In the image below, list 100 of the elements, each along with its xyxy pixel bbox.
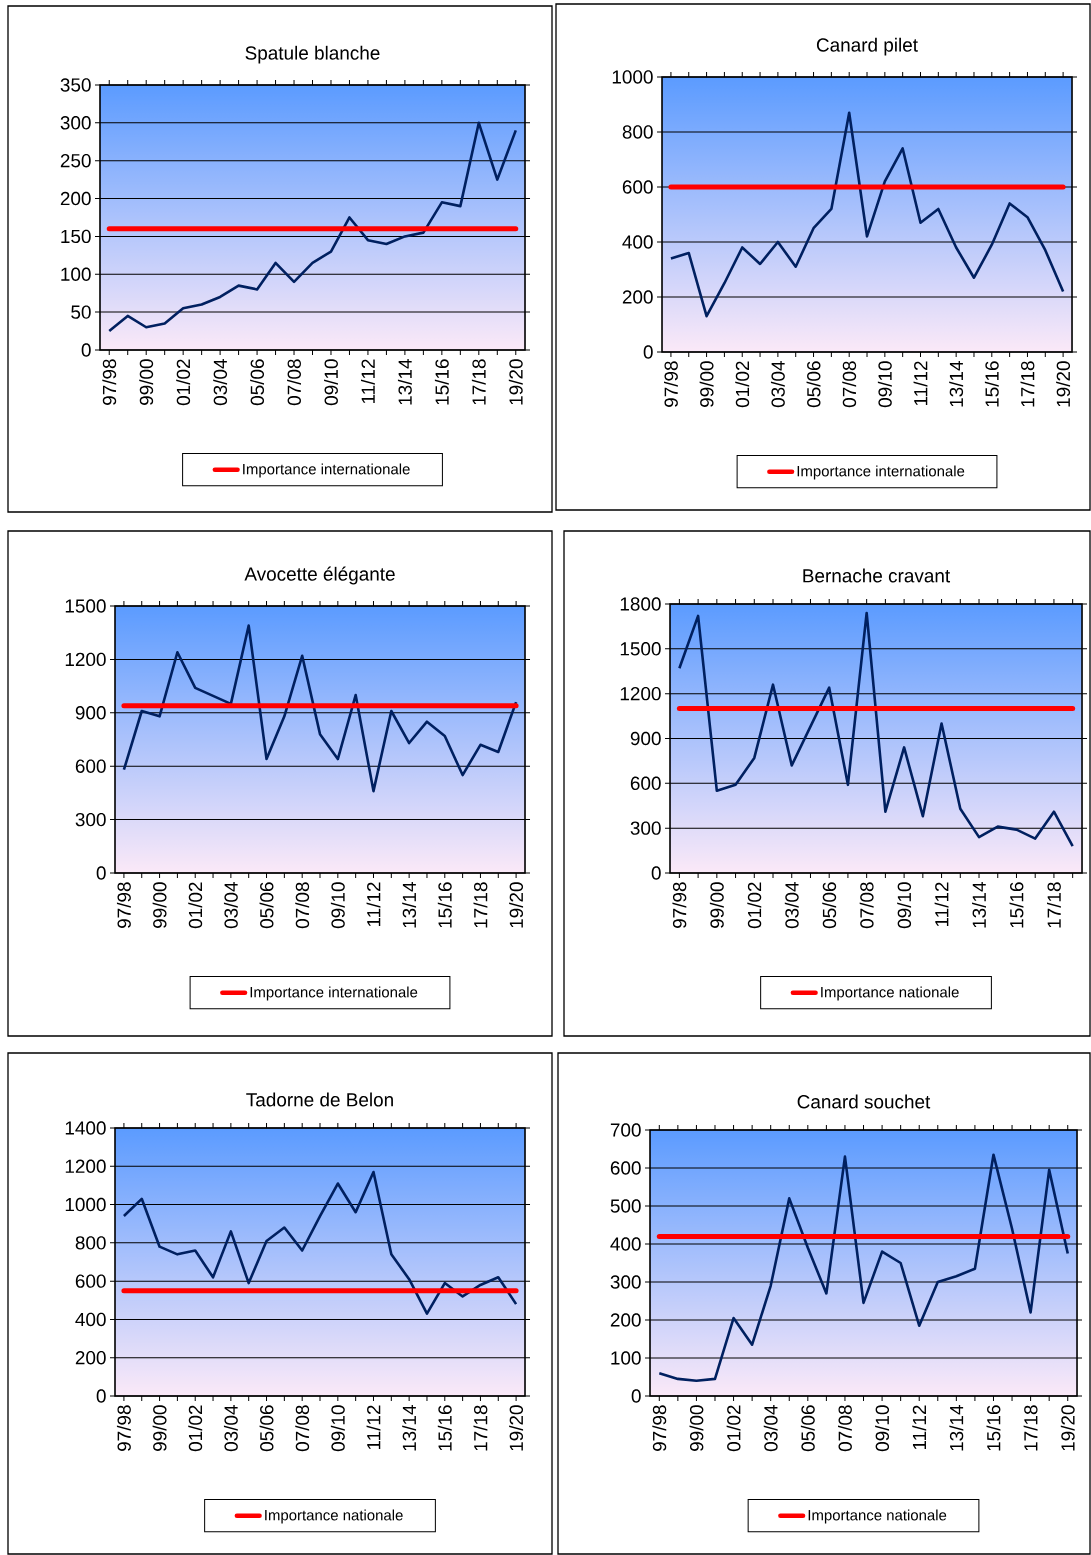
line-series xyxy=(107,121,518,333)
x-tick-label: 13/14 xyxy=(949,361,964,407)
x-tick-label: 07/08 xyxy=(295,882,310,929)
y-tick-label: 0 xyxy=(96,866,106,880)
y-tick-label: 500 xyxy=(610,1199,641,1213)
x-tick-label: 17/18 xyxy=(1023,1405,1038,1451)
y-tick-label: 700 xyxy=(610,1123,641,1137)
x-tick-label: 19/20 xyxy=(508,359,523,405)
x-tick-label: 01/02 xyxy=(188,1405,203,1452)
x-tick-label: 09/10 xyxy=(324,359,338,406)
x-tick-label: 09/10 xyxy=(330,1405,345,1452)
chart-title: Spatule blanche xyxy=(245,45,380,64)
y-tick-label: 800 xyxy=(622,125,653,139)
x-tick-label: 17/18 xyxy=(473,882,488,928)
y-tick-label: 300 xyxy=(610,1275,641,1289)
x-tick-label: 05/06 xyxy=(806,361,821,408)
x-tick-label: 01/02 xyxy=(188,882,203,929)
y-tick-label: 1500 xyxy=(620,642,661,656)
x-tick-label: 15/16 xyxy=(434,359,449,405)
x-tick-label: 97/98 xyxy=(652,1405,667,1451)
line-series xyxy=(122,1170,518,1315)
x-tick-label: 19/20 xyxy=(1056,361,1071,407)
x-tick-label: 99/00 xyxy=(689,1405,704,1451)
chart-title: Bernache cravant xyxy=(803,568,951,583)
line-series xyxy=(122,624,518,793)
y-tick-label: 200 xyxy=(622,290,653,304)
chart-title: Avocette élégante xyxy=(244,566,395,585)
x-tick-label: 03/04 xyxy=(763,1405,778,1452)
x-tick-label: 15/16 xyxy=(437,1405,452,1451)
x-tick-label: 17/18 xyxy=(1046,882,1061,928)
x-tick-label: 05/06 xyxy=(800,1405,815,1452)
y-tick-label: 350 xyxy=(60,78,91,92)
x-tick-label: 11/12 xyxy=(913,361,928,406)
y-tick-label: 0 xyxy=(81,343,91,357)
x-tick-label: 07/08 xyxy=(838,1405,852,1452)
x-tick-label: 97/98 xyxy=(672,882,687,928)
x-tick-label: 99/00 xyxy=(709,882,724,928)
x-tick-label: 05/06 xyxy=(259,882,274,929)
x-tick-label: 13/14 xyxy=(972,882,986,928)
x-tick-label: 19/20 xyxy=(1060,1405,1075,1451)
x-tick-label: 07/08 xyxy=(842,361,857,408)
y-tick-label: 1400 xyxy=(65,1121,106,1135)
y-tick-label: 1000 xyxy=(612,70,653,84)
y-tick-label: 100 xyxy=(611,1351,641,1365)
y-tick-label: 1800 xyxy=(620,597,661,611)
y-tick-label: 0 xyxy=(631,1389,641,1403)
x-tick-label: 99/00 xyxy=(699,361,714,407)
y-tick-label: 600 xyxy=(75,1274,106,1288)
x-tick-label: 19/20 xyxy=(509,882,524,928)
x-tick-label: 15/16 xyxy=(986,1405,1001,1451)
legend-label: Importance internationale xyxy=(250,986,418,1001)
y-tick-label: 1200 xyxy=(65,1159,106,1173)
y-tick-label: 150 xyxy=(61,229,91,244)
legend-label: Importance nationale xyxy=(265,1509,403,1524)
x-tick-label: 99/00 xyxy=(152,882,167,928)
y-tick-label: 100 xyxy=(61,267,91,281)
x-tick-label: 09/10 xyxy=(897,882,912,929)
y-tick-label: 0 xyxy=(651,866,661,880)
y-tick-label: 400 xyxy=(75,1312,106,1327)
x-tick-label: 03/04 xyxy=(223,1405,238,1452)
x-tick-label: 17/18 xyxy=(1020,361,1035,407)
y-tick-label: 600 xyxy=(610,1161,641,1175)
x-tick-label: 13/14 xyxy=(949,1405,964,1451)
legend-label: Importance internationale xyxy=(243,463,410,478)
y-tick-label: 600 xyxy=(622,180,653,194)
y-tick-label: 200 xyxy=(610,1313,641,1327)
x-tick-label: 07/08 xyxy=(859,882,874,929)
x-tick-label: 15/16 xyxy=(984,361,999,407)
legend-label: Importance nationale xyxy=(808,1509,947,1524)
y-tick-label: 1200 xyxy=(620,686,661,701)
y-tick-label: 400 xyxy=(622,235,653,249)
x-tick-label: 01/02 xyxy=(747,882,762,929)
x-tick-label: 99/00 xyxy=(152,1405,167,1451)
y-tick-label: 0 xyxy=(96,1389,106,1403)
x-tick-label: 97/98 xyxy=(116,882,131,928)
line-series xyxy=(669,111,1065,318)
y-tick-label: 200 xyxy=(75,1351,106,1365)
x-tick-label: 13/14 xyxy=(402,882,417,928)
x-tick-label: 97/98 xyxy=(102,359,117,405)
x-tick-label: 01/02 xyxy=(726,1405,741,1452)
legend-label: Importance nationale xyxy=(821,986,959,1001)
x-tick-label: 17/18 xyxy=(473,1405,488,1451)
y-tick-label: 600 xyxy=(630,776,661,791)
legend-label: Importance internationale xyxy=(797,465,965,480)
x-tick-label: 97/98 xyxy=(116,1405,131,1451)
y-tick-label: 1500 xyxy=(65,599,106,613)
x-tick-label: 07/08 xyxy=(287,359,301,406)
x-tick-label: 07/08 xyxy=(295,1405,310,1452)
x-tick-label: 13/14 xyxy=(402,1405,417,1451)
x-tick-label: 05/06 xyxy=(259,1405,274,1452)
x-tick-label: 05/06 xyxy=(250,359,265,406)
x-tick-label: 19/20 xyxy=(509,1405,524,1451)
x-tick-label: 03/04 xyxy=(770,361,785,408)
y-tick-label: 250 xyxy=(60,153,91,168)
y-tick-label: 900 xyxy=(75,706,106,720)
y-tick-label: 400 xyxy=(610,1237,641,1251)
x-tick-label: 03/04 xyxy=(223,882,238,929)
x-tick-label: 17/18 xyxy=(471,359,486,405)
x-tick-label: 01/02 xyxy=(735,361,750,408)
x-tick-label: 11/12 xyxy=(366,882,381,927)
